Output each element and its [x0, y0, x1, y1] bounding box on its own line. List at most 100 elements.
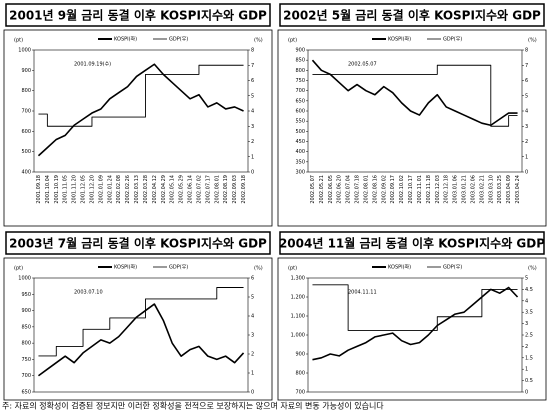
y2-tick-label: 6	[525, 78, 528, 84]
chart-frame	[3, 257, 273, 401]
title-box	[5, 231, 271, 255]
x-tick-label: 2002.07.17	[205, 175, 211, 204]
x-tick-label: 2002.08.01	[363, 175, 369, 204]
kospi-line	[37, 63, 244, 157]
x-tick-label: 2002.04.29	[161, 175, 167, 204]
y-tick-label: 1,100	[291, 314, 305, 320]
x-tick-label: 2002.10.02	[399, 175, 405, 204]
y-tick-label: 800	[21, 341, 31, 347]
y2-unit: (%)	[254, 266, 263, 272]
y-unit: (pt)	[14, 266, 23, 272]
x-tick-label: 2002.02.08	[116, 175, 122, 204]
y2-tick-label: 3	[251, 124, 254, 130]
y-tick-label: 1000	[18, 276, 31, 282]
chart-title: 2002년 5월 금리 동결 이후 KOSPI지수와 GDP	[283, 8, 541, 23]
kospi-line	[312, 286, 519, 361]
y-tick-label: 900	[295, 352, 305, 358]
y-tick-label: 800	[295, 68, 305, 74]
x-tick-label: 2002.09.18	[241, 175, 247, 204]
y2-unit: (%)	[528, 266, 537, 272]
y-tick-label: 500	[295, 129, 305, 135]
y-tick-label: 700	[295, 88, 305, 94]
chart-panel: 2002년 5월 금리 동결 이후 KOSPI지수와 GDP (pt) (%) 300…	[277, 3, 547, 227]
chart-panel: 2004년 11월 금리 동결 이후 KOSPI지수와 GDP (pt) (%) 70…	[277, 231, 547, 401]
chart-frame	[277, 29, 547, 227]
legend-label: KOSPI(좌)	[114, 36, 137, 43]
y-tick-label: 600	[21, 129, 31, 135]
x-tick-label: 2002.04.12	[152, 175, 158, 204]
y-tick-label: 950	[21, 292, 31, 298]
plot-area	[307, 49, 523, 173]
x-tick-label: 2003.02.21	[479, 175, 485, 204]
chart-frame	[3, 29, 273, 227]
y2-unit: (%)	[528, 38, 537, 44]
x-tick-label: 2002.07.02	[196, 175, 202, 204]
y2-tick-label: 0	[251, 170, 254, 176]
y2-tick-label: 3	[251, 333, 254, 339]
y2-tick-label: 1.5	[525, 355, 533, 361]
x-tick-label: 2002.03.13	[134, 175, 140, 204]
chart-title: 2001년 9월 금리 동결 이후 KOSPI지수와 GDP	[9, 8, 267, 23]
plot-area	[33, 49, 249, 173]
x-tick-label: 2002.06.14	[188, 175, 194, 204]
x-tick-label: 2002.03.28	[143, 175, 149, 204]
x-tick-label: 2003.03.10	[488, 175, 494, 204]
y2-tick-label: 4	[525, 298, 528, 304]
y-tick-label: 350	[295, 159, 305, 165]
x-tick-label: 2003.01.06	[453, 175, 459, 204]
y2-tick-label: 0.5	[525, 378, 533, 384]
x-tick-label: 2003.02.06	[470, 175, 476, 204]
plot-area	[307, 277, 523, 393]
x-tick-label: 2001.10.04	[45, 175, 51, 204]
y-tick-label: 700	[21, 109, 31, 115]
legend-label: KOSPI(좌)	[388, 36, 411, 43]
y-unit: (pt)	[288, 38, 297, 44]
y-tick-label: 850	[295, 58, 305, 64]
y2-tick-label: 1	[525, 154, 528, 160]
legend-label: GDP(우)	[443, 37, 462, 43]
x-tick-label: 2002.11.18	[426, 175, 432, 204]
y2-tick-label: 2	[525, 139, 528, 145]
y-tick-label: 700	[21, 373, 31, 379]
x-tick-label: 2003.04.09	[506, 175, 512, 204]
x-tick-label: 2002.08.01	[214, 175, 220, 204]
legend-label: GDP(우)	[169, 37, 188, 43]
gdp-line	[312, 64, 518, 127]
y-tick-label: 300	[295, 170, 305, 176]
x-tick-label: 2001.09.18	[36, 175, 42, 204]
x-tick-label: 2002.07.04	[346, 175, 352, 204]
y-tick-label: 750	[295, 78, 305, 84]
y2-tick-label: 2.5	[525, 333, 533, 339]
y-tick-label: 700	[295, 390, 305, 396]
legend-label: GDP(우)	[443, 265, 462, 271]
chart-frame	[277, 257, 547, 401]
x-tick-label: 2002.11.01	[417, 175, 423, 204]
x-tick-label: 2002.05.21	[319, 175, 325, 204]
x-tick-label: 2003.03.25	[497, 175, 503, 204]
x-tick-label: 2002.08.19	[223, 175, 229, 204]
y2-tick-label: 4	[525, 109, 528, 115]
x-tick-label: 2002.12.03	[435, 175, 441, 204]
kospi-line	[37, 303, 245, 377]
y2-tick-label: 0	[525, 170, 528, 176]
annotation: 2003.07.10	[74, 290, 103, 296]
x-tick-label: 2002.06.20	[337, 175, 343, 204]
y2-tick-label: 3	[525, 321, 528, 327]
x-tick-label: 2002.06.05	[328, 175, 334, 204]
y2-tick-label: 3.5	[525, 310, 533, 316]
y2-tick-label: 4	[251, 314, 254, 320]
x-tick-label: 2001.11.20	[72, 175, 78, 204]
y2-tick-label: 7	[525, 63, 528, 69]
y2-tick-label: 4.5	[525, 287, 533, 293]
y-unit: (pt)	[14, 38, 23, 44]
legend-label: KOSPI(좌)	[388, 264, 411, 271]
y2-tick-label: 1	[251, 154, 254, 160]
x-tick-label: 2002.05.07	[310, 175, 316, 204]
y2-tick-label: 4	[251, 109, 254, 115]
x-tick-label: 2002.10.17	[408, 175, 414, 204]
legend-label: GDP(우)	[169, 265, 188, 271]
y-unit: (pt)	[288, 266, 297, 272]
x-tick-label: 2002.08.16	[372, 175, 378, 204]
y2-tick-label: 2	[525, 344, 528, 350]
